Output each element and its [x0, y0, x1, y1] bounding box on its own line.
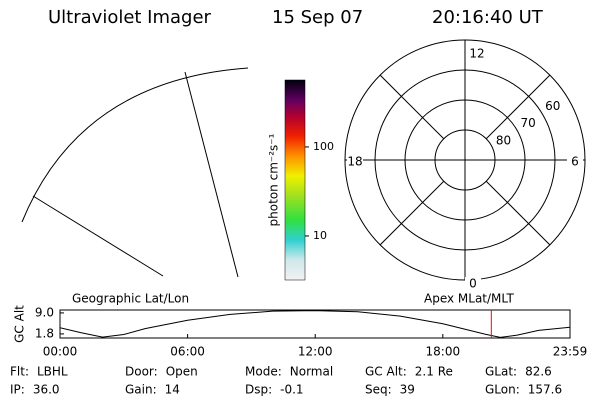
field-value: Normal — [290, 365, 333, 379]
altitude-line — [60, 310, 570, 338]
field-label: GLat: — [485, 365, 517, 379]
y-tick-label: 9.0 — [35, 305, 54, 319]
polar-axis — [379, 180, 445, 246]
field-label: Dsp: — [245, 383, 272, 397]
x-tick-label: 00:00 — [43, 345, 78, 359]
label-bg — [469, 47, 485, 61]
field-label: Gain: — [125, 383, 157, 397]
mlt-label: 12 — [469, 47, 484, 61]
colorbar-tick-label: 100 — [313, 140, 334, 153]
field-label: GLon: — [485, 383, 520, 397]
mlt-label: 0 — [469, 277, 477, 291]
field-label: Flt: — [10, 365, 29, 379]
field-label: GC Alt: — [365, 365, 407, 379]
apex-label: Apex MLat/MLT — [424, 292, 514, 306]
lat-label: 80 — [496, 133, 511, 147]
field-value: LBHL — [37, 365, 68, 379]
field-label: IP: — [10, 383, 25, 397]
field-label: Door: — [125, 365, 158, 379]
colorbar — [284, 79, 306, 281]
time: 20:16:40 UT — [432, 7, 544, 28]
field-label: Seq: — [365, 383, 392, 397]
geo-grid — [21, 67, 249, 278]
x-tick-label: 18:00 — [426, 345, 461, 359]
label-bg — [567, 155, 583, 169]
lat-label: 60 — [545, 99, 560, 113]
colorbar-tick-label: 10 — [313, 229, 327, 242]
y-tick-label: 1.8 — [35, 326, 54, 340]
field-value: 2.1 Re — [415, 365, 453, 379]
field-value: 157.6 — [528, 383, 562, 397]
polar-axis — [379, 74, 445, 140]
label-bg — [465, 277, 481, 291]
geo-label: Geographic Lat/Lon — [72, 292, 189, 306]
date: 15 Sep 07 — [272, 7, 363, 28]
mlt-label: 18 — [347, 155, 362, 169]
mlt-label: 6 — [571, 155, 579, 169]
field-value: 36.0 — [33, 383, 60, 397]
field-value: Open — [166, 365, 198, 379]
lat-label: 70 — [521, 116, 536, 130]
label-bg — [347, 155, 363, 169]
field-value: 39 — [400, 383, 415, 397]
field-value: -0.1 — [280, 383, 303, 397]
instrument: Ultraviolet Imager — [48, 7, 212, 28]
polar-axis — [485, 74, 551, 140]
colorbar-label: photon cm⁻²s⁻¹ — [267, 133, 281, 226]
plot-frame — [59, 309, 571, 339]
field-value: 82.6 — [525, 365, 552, 379]
y-axis-label: GC Alt — [13, 305, 27, 343]
x-tick-label: 23:59 — [553, 345, 588, 359]
field-value: 14 — [165, 383, 180, 397]
x-tick-label: 06:00 — [170, 345, 205, 359]
polar-axis — [485, 180, 551, 246]
field-label: Mode: — [245, 365, 282, 379]
x-tick-label: 12:00 — [298, 345, 333, 359]
